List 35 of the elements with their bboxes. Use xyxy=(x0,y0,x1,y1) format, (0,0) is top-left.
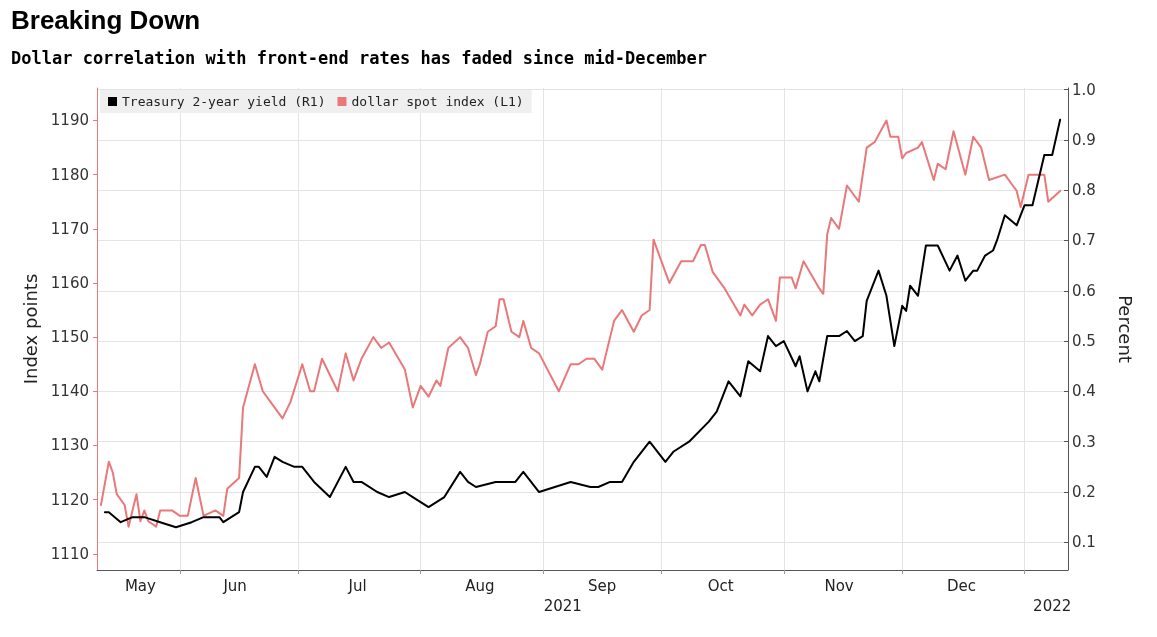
y-tick-label: 1130 xyxy=(50,436,89,455)
y-tick-label: 1120 xyxy=(50,490,89,509)
y2-tick-label: 0.8 xyxy=(1072,181,1096,200)
y2-tick-label: 0.6 xyxy=(1072,281,1096,300)
y2-tick-label: 1.0 xyxy=(1072,80,1096,99)
chart-title: Breaking Down xyxy=(11,5,201,35)
chart-subtitle: Dollar correlation with front-end rates has faded since mid-December xyxy=(11,47,707,68)
y-tick-label: 1180 xyxy=(50,165,89,184)
x2-tick-label: 2021 xyxy=(543,596,582,615)
y-tick-label: 1190 xyxy=(50,111,89,130)
legend-label: dollar spot index (L1) xyxy=(351,94,524,109)
y2-tick-label: 0.5 xyxy=(1072,332,1096,351)
x-tick-label: Sep xyxy=(588,576,617,595)
x2-tick-label: 2022 xyxy=(1033,596,1072,615)
y2-axis-title: Percent xyxy=(1114,295,1136,363)
y-tick-label: 1110 xyxy=(50,544,89,563)
y2-tick-label: 0.7 xyxy=(1072,231,1096,250)
y-tick-label: 1140 xyxy=(50,382,89,401)
y-axis-title: Index points xyxy=(20,273,42,385)
x-tick-label: Jun xyxy=(222,576,247,595)
y2-tick-label: 0.2 xyxy=(1072,483,1096,502)
y-tick-label: 1170 xyxy=(50,219,89,238)
y-tick-label: 1160 xyxy=(50,273,89,292)
x-tick-label: May xyxy=(124,576,157,595)
x-tick-label: Jul xyxy=(347,576,367,595)
y2-tick-label: 0.9 xyxy=(1072,130,1096,149)
x-tick-label: Nov xyxy=(824,576,854,595)
y-tick-label: 1150 xyxy=(50,328,89,347)
x-tick-label: Dec xyxy=(946,576,976,595)
y2-tick-label: 0.4 xyxy=(1072,382,1096,401)
legend-label: Treasury 2-year yield (R1) xyxy=(122,94,326,109)
y2-tick-label: 0.1 xyxy=(1072,533,1096,552)
x-tick-label: Oct xyxy=(707,576,734,595)
y2-tick-label: 0.3 xyxy=(1072,432,1096,451)
x-tick-label: Aug xyxy=(465,576,495,595)
